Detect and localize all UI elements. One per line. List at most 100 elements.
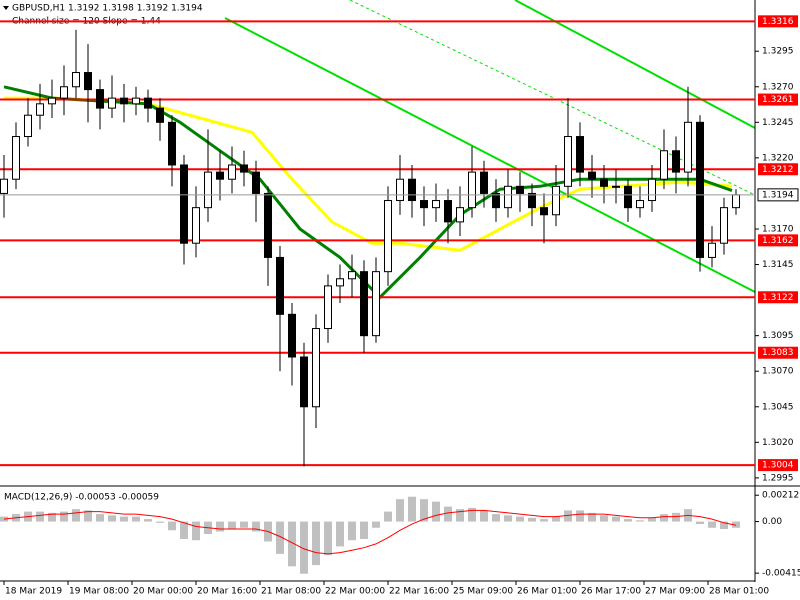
macd-bar — [396, 499, 404, 522]
macd-bar — [504, 515, 512, 522]
y-tick-label: 1.3020 — [762, 438, 794, 448]
macd-bar — [660, 514, 668, 522]
level-box — [758, 234, 798, 247]
macd-bar — [612, 516, 620, 522]
macd-bar — [324, 521, 332, 556]
candle-body — [528, 192, 536, 209]
candle-body — [540, 207, 548, 216]
candle-body — [48, 97, 56, 105]
level-label: 1.3261 — [762, 95, 794, 105]
candle-body — [0, 178, 8, 194]
y-tick-label: 0.00 — [762, 517, 782, 527]
level-label: 1.3083 — [762, 348, 794, 358]
macd-bar — [84, 510, 92, 522]
candle-body — [228, 164, 236, 180]
macd-bar — [120, 516, 128, 522]
candle-body — [672, 150, 680, 173]
macd-bar — [348, 521, 356, 541]
macd-bar — [588, 512, 596, 522]
macd-title: MACD(12,26,9) -0.00053 -0.00059 — [4, 493, 159, 503]
macd-bar — [60, 511, 68, 522]
y-tick-label: 1.3170 — [762, 224, 794, 234]
candle-body — [492, 192, 500, 209]
channel-line — [224, 17, 756, 293]
candle-body — [204, 171, 212, 209]
x-tick-label: 26 Mar 01:00 — [517, 587, 577, 597]
macd-bar — [228, 521, 236, 530]
macd-bar — [624, 519, 632, 522]
macd-signal — [3, 509, 737, 555]
macd-bar — [564, 510, 572, 522]
macd-bar — [216, 521, 224, 532]
level-label: 1.3212 — [762, 165, 794, 175]
candle-body — [240, 164, 248, 173]
y-tick-label: -0.00415 — [762, 569, 800, 579]
candle-body — [600, 178, 608, 187]
macd-bar — [300, 521, 308, 574]
symbol-marker — [3, 6, 9, 10]
macd-bar — [180, 521, 188, 539]
candle-body — [72, 72, 80, 88]
candle-body — [216, 171, 224, 180]
y-tick-label: 1.3095 — [762, 331, 794, 341]
macd-bar — [696, 521, 704, 525]
candle-body — [336, 278, 344, 287]
y-tick-label: 1.3220 — [762, 153, 794, 163]
macd-bar — [36, 511, 44, 522]
x-tick-label: 21 Mar 08:00 — [261, 587, 321, 597]
macd-bar — [432, 501, 440, 522]
candle-body — [348, 271, 356, 280]
candle-body — [552, 185, 560, 216]
candle-body — [192, 207, 200, 244]
x-tick-label: 22 Mar 16:00 — [389, 587, 449, 597]
candle-body — [444, 200, 452, 223]
x-tick-label: 18 Mar 2019 — [5, 587, 62, 597]
level-box — [758, 459, 798, 472]
macd-bar — [672, 512, 680, 522]
candle-body — [264, 192, 272, 258]
candle-body — [396, 178, 404, 202]
candle-body — [300, 356, 308, 408]
level-box — [758, 163, 798, 176]
macd-bar — [456, 509, 464, 522]
macd-bar — [72, 509, 80, 522]
candle-body — [84, 72, 92, 91]
y-tick-label: 1.3045 — [762, 402, 794, 412]
candle-body — [708, 242, 716, 258]
candle-body — [168, 121, 176, 166]
level-label: 1.3122 — [762, 293, 794, 303]
candle-body — [432, 200, 440, 209]
candle-body — [24, 114, 32, 138]
chart-title: GBPUSD,H1 1.3192 1.3198 1.3192 1.3194 — [12, 4, 203, 14]
candle-body — [504, 185, 512, 209]
macd-bar — [372, 521, 380, 528]
macd-bar — [420, 499, 428, 522]
candle-body — [360, 271, 368, 337]
candle-body — [624, 185, 632, 209]
y-tick-label: 1.3270 — [762, 82, 794, 92]
candle-body — [156, 107, 164, 123]
candle-body — [516, 185, 524, 194]
x-tick-label: 22 Mar 00:00 — [325, 587, 385, 597]
macd-bar — [252, 521, 260, 532]
level-label: 1.3004 — [762, 461, 794, 471]
candle-body — [636, 200, 644, 209]
macd-bar — [144, 519, 152, 522]
candle-body — [108, 97, 116, 109]
candle-body — [96, 89, 104, 109]
macd-bar — [240, 521, 248, 528]
candle-body — [180, 164, 188, 244]
candle-body — [312, 328, 320, 408]
candle-body — [408, 178, 416, 202]
y-tick-label: 1.3245 — [762, 118, 794, 128]
macd-bar — [108, 515, 116, 522]
macd-bar — [480, 510, 488, 522]
macd-bar — [132, 516, 140, 522]
candle-body — [324, 285, 332, 330]
macd-bar — [156, 521, 164, 523]
macd-bar — [516, 516, 524, 522]
candle-body — [480, 171, 488, 194]
x-tick-label: 28 Mar 01:00 — [709, 587, 769, 597]
level-label: 1.3162 — [762, 236, 794, 246]
